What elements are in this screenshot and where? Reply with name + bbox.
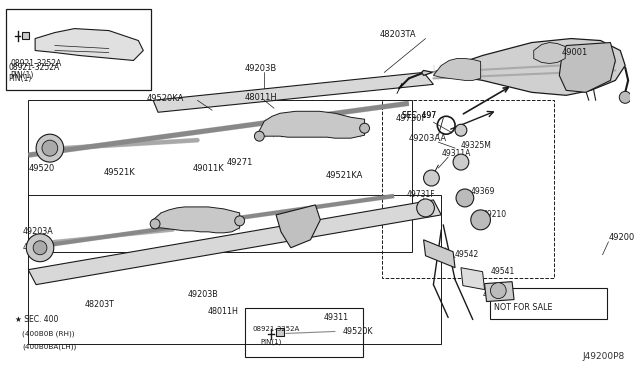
Text: 49541: 49541 <box>490 267 515 276</box>
Circle shape <box>235 216 244 226</box>
Text: PIN(1): PIN(1) <box>8 74 32 83</box>
Text: 49203AA: 49203AA <box>409 134 447 143</box>
Text: SEC. 497: SEC. 497 <box>402 111 436 120</box>
Text: 49311A: 49311A <box>442 149 470 158</box>
Circle shape <box>26 234 54 262</box>
Text: 49325M: 49325M <box>461 141 492 150</box>
Polygon shape <box>153 207 239 233</box>
Circle shape <box>360 123 369 133</box>
Bar <box>28 100 412 252</box>
Text: 49200: 49200 <box>609 233 635 242</box>
Bar <box>244 308 363 357</box>
Bar <box>6 9 151 90</box>
Text: 49311: 49311 <box>323 313 348 322</box>
Text: 49203A: 49203A <box>22 227 53 236</box>
Text: J49200P8: J49200P8 <box>583 352 625 361</box>
Text: 08921-3252A: 08921-3252A <box>10 59 62 68</box>
Circle shape <box>490 283 506 299</box>
Polygon shape <box>559 42 615 92</box>
Polygon shape <box>257 111 365 138</box>
Text: 49520K: 49520K <box>343 327 373 336</box>
Text: 49262: 49262 <box>483 290 508 299</box>
Circle shape <box>471 210 490 230</box>
Circle shape <box>150 219 160 229</box>
Circle shape <box>33 241 47 255</box>
Text: 49203B: 49203B <box>188 290 218 299</box>
Text: 49203B: 49203B <box>244 64 277 73</box>
Polygon shape <box>534 42 565 64</box>
Circle shape <box>424 170 439 186</box>
Circle shape <box>42 140 58 156</box>
Text: 49271: 49271 <box>227 158 253 167</box>
Polygon shape <box>433 58 481 80</box>
Text: 49731F: 49731F <box>407 190 435 199</box>
Polygon shape <box>484 282 514 302</box>
Text: 49520KA: 49520KA <box>147 94 184 103</box>
Text: PIN(1): PIN(1) <box>260 338 282 345</box>
Bar <box>276 328 284 336</box>
Polygon shape <box>424 240 455 268</box>
Text: SEC. 497: SEC. 497 <box>402 111 436 120</box>
Text: PIN(1): PIN(1) <box>10 71 34 80</box>
Polygon shape <box>276 205 320 248</box>
Text: 49520: 49520 <box>28 164 54 173</box>
Text: NOT FOR SALE: NOT FOR SALE <box>494 303 553 312</box>
Text: 48011H: 48011H <box>244 93 277 102</box>
Text: 49542: 49542 <box>455 250 479 259</box>
Bar <box>22 32 29 39</box>
Circle shape <box>455 124 467 136</box>
Circle shape <box>417 199 435 217</box>
Polygon shape <box>461 268 484 290</box>
Polygon shape <box>28 200 442 285</box>
Text: 48203T: 48203T <box>84 300 114 309</box>
Text: 49011K: 49011K <box>193 164 224 173</box>
Text: ★ SEC. 400: ★ SEC. 400 <box>15 315 59 324</box>
Text: (400B0BA(LH)): (400B0BA(LH)) <box>22 343 77 350</box>
Text: (400B0B (RH)): (400B0B (RH)) <box>22 330 75 337</box>
Bar <box>28 195 442 344</box>
Bar <box>490 288 607 320</box>
Polygon shape <box>422 39 625 95</box>
Text: 48203TA: 48203TA <box>380 30 416 39</box>
Text: 48011H: 48011H <box>207 307 238 316</box>
Polygon shape <box>35 29 143 61</box>
Bar <box>382 100 554 278</box>
Text: 49210: 49210 <box>483 211 507 219</box>
Circle shape <box>36 134 63 162</box>
Text: 49521K: 49521K <box>104 167 136 177</box>
Text: 49730F: 49730F <box>396 114 428 123</box>
Circle shape <box>456 189 474 207</box>
Text: 49730F: 49730F <box>22 243 52 252</box>
Circle shape <box>453 154 469 170</box>
Text: 08921-3252A: 08921-3252A <box>8 63 60 72</box>
Text: 49001: 49001 <box>561 48 588 57</box>
Circle shape <box>255 131 264 141</box>
Text: 49521KA: 49521KA <box>325 170 363 180</box>
Text: 08921-3252A: 08921-3252A <box>252 327 300 333</box>
Text: 49369: 49369 <box>471 187 495 196</box>
Polygon shape <box>153 73 433 112</box>
Circle shape <box>620 92 631 103</box>
